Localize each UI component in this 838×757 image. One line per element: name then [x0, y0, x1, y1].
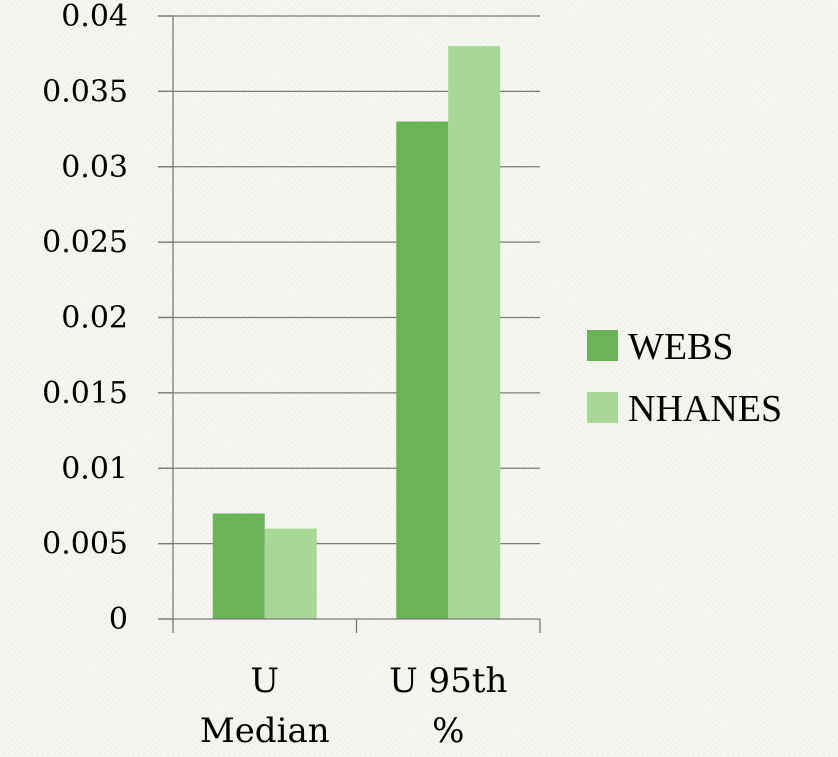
y-tick-label: 0.025 — [42, 225, 128, 260]
bar-nhanes-2 — [448, 46, 501, 619]
legend-label-nhanes: NHANES — [628, 388, 782, 430]
y-tick-label: 0.035 — [42, 74, 128, 109]
y-tick-label: 0 — [109, 602, 128, 637]
legend-swatch-nhanes — [587, 392, 618, 423]
y-tick-label: 0.005 — [42, 527, 128, 562]
bars — [212, 46, 501, 620]
bar-webs-2 — [396, 121, 449, 620]
y-tick-label: 0.03 — [61, 150, 128, 185]
axes — [158, 15, 541, 633]
bar-nhanes-1 — [264, 528, 317, 619]
legend-label-webs: WEBS — [628, 326, 734, 368]
y-tick-label: 0.01 — [61, 451, 128, 486]
y-tick-label: 0.015 — [42, 376, 128, 411]
x-category-label: U 95th — [389, 661, 507, 701]
x-category-label: U — [250, 661, 279, 701]
bar-webs-1 — [212, 513, 265, 619]
y-tick-label: 0.02 — [61, 301, 128, 336]
legend-swatch-webs — [587, 330, 618, 361]
y-tick-label: 0.04 — [61, 0, 128, 34]
y-axis-ticks: 0 0.005 0.01 0.015 0.02 0.025 0.03 0.035 0.04 — [42, 0, 128, 637]
x-axis-categories: U Median U 95th% — [200, 661, 508, 751]
legend: WEBS NHANES — [587, 326, 782, 430]
x-category-label: % — [432, 711, 464, 751]
x-category-label: Median — [200, 711, 330, 751]
gridlines — [158, 15, 540, 545]
